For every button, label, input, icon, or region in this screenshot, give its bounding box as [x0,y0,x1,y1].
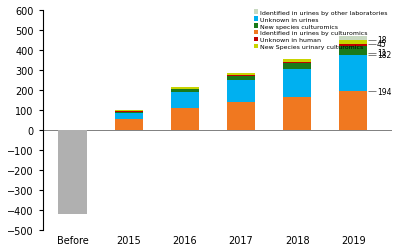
Text: 194: 194 [377,87,392,96]
Text: 182: 182 [377,51,391,60]
Bar [227,76,255,77]
Bar [339,92,367,131]
Bar [283,64,311,69]
Bar [227,103,255,131]
Bar [115,111,143,112]
Bar [171,88,199,89]
Bar [339,44,367,47]
Bar [171,90,199,92]
Bar [339,41,367,44]
Text: 18: 18 [377,36,386,45]
Legend: Identified in urines by other laboratories, Unknown in urines, New species cultu: Identified in urines by other laboratori… [253,10,388,51]
Bar [171,89,199,90]
Bar [283,98,311,131]
Bar [283,62,311,64]
Text: 11: 11 [377,49,386,58]
Bar [339,47,367,56]
Bar [171,92,199,109]
Bar [339,37,367,41]
Bar [115,120,143,131]
Bar [227,77,255,80]
Bar [283,69,311,98]
Bar [171,109,199,131]
Bar [227,80,255,103]
Bar [227,74,255,76]
Bar [283,60,311,62]
Bar [58,131,86,214]
Bar [115,112,143,114]
Text: 45: 45 [377,40,387,49]
Bar [115,114,143,120]
Bar [339,56,367,92]
